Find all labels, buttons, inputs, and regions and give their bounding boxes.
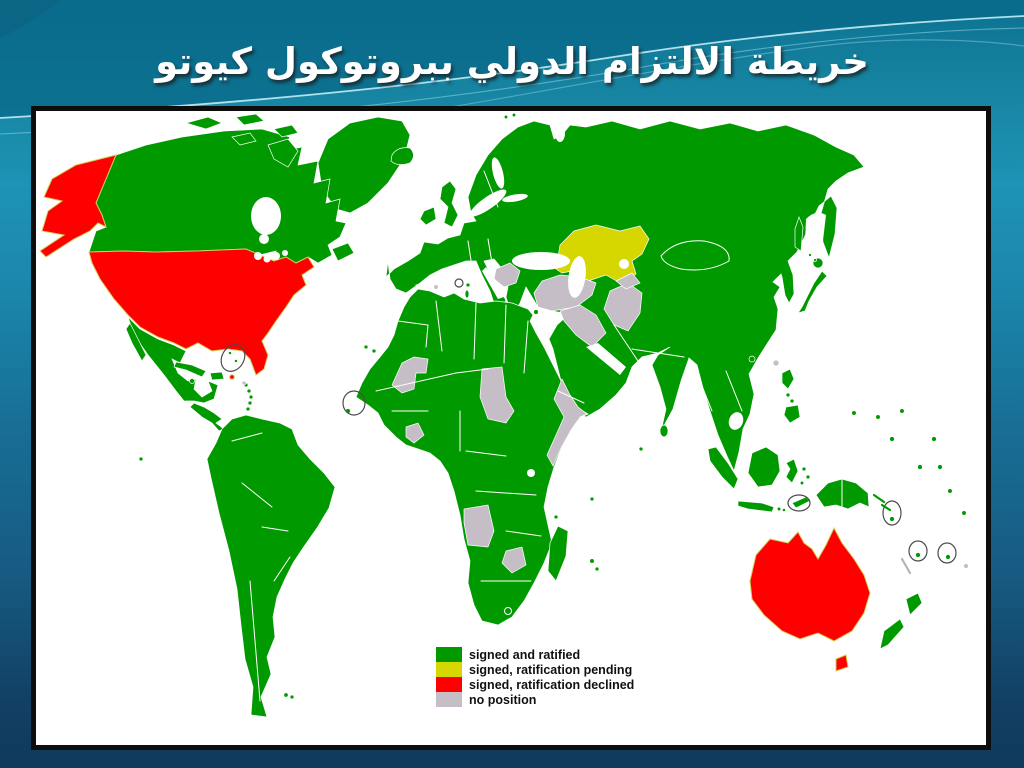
island-taiwan bbox=[772, 359, 780, 367]
country-mexico bbox=[127, 316, 219, 404]
legend-label-declined: signed, ratification declined bbox=[469, 677, 635, 692]
island-newfoundland bbox=[331, 242, 355, 262]
regions-declined bbox=[39, 154, 871, 672]
country-japan bbox=[797, 270, 828, 314]
timor-outline bbox=[787, 494, 811, 512]
world-map bbox=[39, 112, 969, 718]
central-america bbox=[189, 402, 225, 432]
malta-outline bbox=[454, 278, 464, 288]
island-cuba bbox=[173, 361, 207, 378]
adriatic-sea bbox=[482, 267, 504, 299]
country-borders bbox=[231, 170, 843, 702]
legend-row-pending: signed, ratification pending bbox=[436, 662, 634, 677]
island-sulawesi bbox=[785, 458, 799, 484]
region-cote-divoire bbox=[405, 422, 425, 444]
region-zimbabwe bbox=[501, 546, 527, 574]
persian-gulf bbox=[586, 343, 626, 375]
regions-no-position bbox=[241, 262, 969, 574]
country-usa bbox=[88, 248, 315, 376]
vanuatu-outline bbox=[882, 500, 902, 526]
island-java bbox=[737, 500, 775, 513]
black-sea bbox=[512, 252, 570, 270]
country-canada bbox=[88, 128, 347, 264]
legend-row-declined: signed, ratification declined bbox=[436, 677, 634, 692]
tonga-outline bbox=[937, 542, 957, 564]
aral-sea bbox=[619, 259, 629, 269]
legend-label-no-position: no position bbox=[469, 692, 537, 707]
legend-swatch-ratified bbox=[436, 647, 462, 662]
legend-row-ratified: signed and ratified bbox=[436, 647, 634, 662]
sea-of-okhotsk bbox=[805, 212, 826, 251]
legend-label-ratified: signed and ratified bbox=[469, 647, 581, 662]
cape-verde-outline bbox=[342, 390, 366, 416]
region-chad-car bbox=[479, 366, 515, 424]
legend-swatch-pending bbox=[436, 662, 462, 677]
region-western-sahara bbox=[391, 356, 429, 394]
island-sumatra bbox=[707, 446, 739, 490]
island-tasmania bbox=[835, 654, 849, 672]
island-timor bbox=[791, 496, 811, 509]
region-angola bbox=[463, 504, 495, 548]
lake-victoria bbox=[527, 469, 535, 477]
legend-label-pending: signed, ratification pending bbox=[469, 662, 633, 677]
map-panel: signed and ratified signed, ratification… bbox=[31, 106, 991, 750]
fiji-outline bbox=[908, 540, 928, 562]
region-horn-of-africa bbox=[546, 378, 588, 467]
country-usa-alaska bbox=[39, 154, 117, 258]
gulf-of-thailand bbox=[728, 412, 744, 430]
bahamas-outline bbox=[220, 344, 246, 372]
island-madagascar bbox=[547, 525, 569, 582]
slide-title: خريطة الالتزام الدولي ببروتوكول كيوتو bbox=[155, 40, 869, 83]
region-syria-iraq bbox=[559, 304, 607, 348]
seas bbox=[251, 124, 826, 477]
new-caledonia-sliver bbox=[900, 557, 912, 575]
country-uk bbox=[439, 180, 459, 228]
country-australia bbox=[749, 526, 871, 642]
island-borneo bbox=[747, 446, 781, 488]
island-chains bbox=[512, 313, 892, 512]
continent-south-america bbox=[206, 414, 336, 718]
country-greenland bbox=[317, 116, 411, 214]
country-iceland bbox=[390, 147, 414, 165]
country-ireland bbox=[419, 206, 437, 226]
legend-row-no-position: no position bbox=[436, 692, 634, 707]
legend-swatch-no-position bbox=[436, 692, 462, 707]
caspian-sea bbox=[568, 256, 586, 298]
island-group-outlines bbox=[220, 278, 957, 564]
island-sakhalin bbox=[794, 215, 804, 252]
map-legend: signed and ratified signed, ratification… bbox=[436, 647, 634, 707]
island-hispaniola bbox=[209, 371, 225, 381]
country-new-zealand bbox=[905, 592, 923, 616]
island-puerto-rico bbox=[229, 374, 235, 380]
legend-swatch-declined bbox=[436, 677, 462, 692]
